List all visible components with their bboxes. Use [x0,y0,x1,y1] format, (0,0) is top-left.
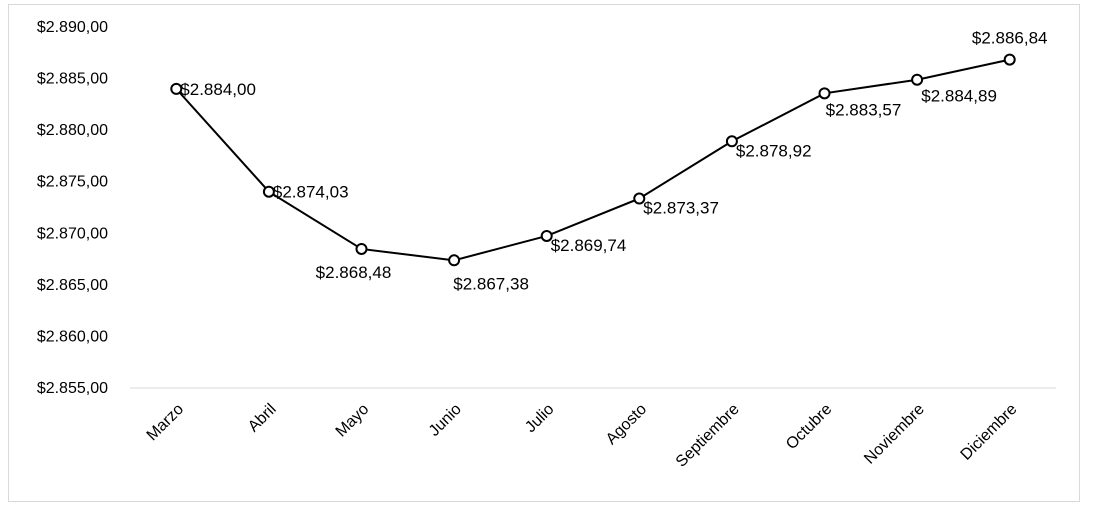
data-point-marker [170,82,183,95]
data-point-marker [911,73,924,86]
data-label: $2.867,38 [453,274,529,293]
chart-frame [8,4,1080,502]
y-tick-label: $2.870,00 [37,225,108,242]
y-tick-label: $2.880,00 [37,122,108,139]
data-point-marker [355,242,368,255]
y-tick-label: $2.855,00 [37,380,108,397]
x-tick-label: Julio [522,401,557,436]
data-label: $2.873,37 [643,199,719,218]
x-tick-label: Mayo [333,401,373,441]
x-tick-label: Marzo [144,401,188,445]
data-point-marker [540,229,553,242]
data-point-marker [633,192,646,205]
x-tick-label: Septiembre [673,401,743,471]
data-point-marker [725,135,738,148]
data-label: $2.878,92 [736,141,812,160]
data-label: $2.874,03 [273,183,349,202]
series-line-path [175,58,1010,262]
x-tick-label: Diciembre [958,401,1021,464]
x-tick-label: Junio [426,401,465,440]
data-label: $2.869,74 [551,236,627,255]
data-label: $2.868,48 [316,263,392,282]
y-tick-label: $2.885,00 [37,71,108,88]
y-axis: $2.855,00 $2.860,00 $2.865,00 $2.870,00 $2.8… [37,19,108,397]
x-axis: Marzo Abril Mayo Junio Julio Agosto Septiembre… [130,387,1056,471]
data-point-marker [1003,53,1016,66]
x-tick-label: Octubre [783,401,835,453]
y-tick-label: $2.875,00 [37,174,108,191]
x-tick-label: Agosto [603,401,650,448]
series-line [170,53,1016,267]
x-tick-label: Abril [245,401,280,436]
y-tick-label: $2.860,00 [37,328,108,345]
y-tick-label: $2.865,00 [37,277,108,294]
data-labels: $2.884,00 $2.874,03 $2.868,48 $2.867,38 $2.8… [180,29,1047,294]
data-label: $2.884,00 [180,80,256,99]
data-label: $2.883,57 [826,100,902,119]
data-point-marker [448,254,461,267]
data-label: $2.886,84 [972,29,1048,48]
y-tick-label: $2.890,00 [37,19,108,36]
data-point-marker [818,87,831,100]
data-point-marker [262,185,275,198]
data-label: $2.884,89 [921,87,997,106]
x-tick-label: Noviembre [861,401,928,468]
